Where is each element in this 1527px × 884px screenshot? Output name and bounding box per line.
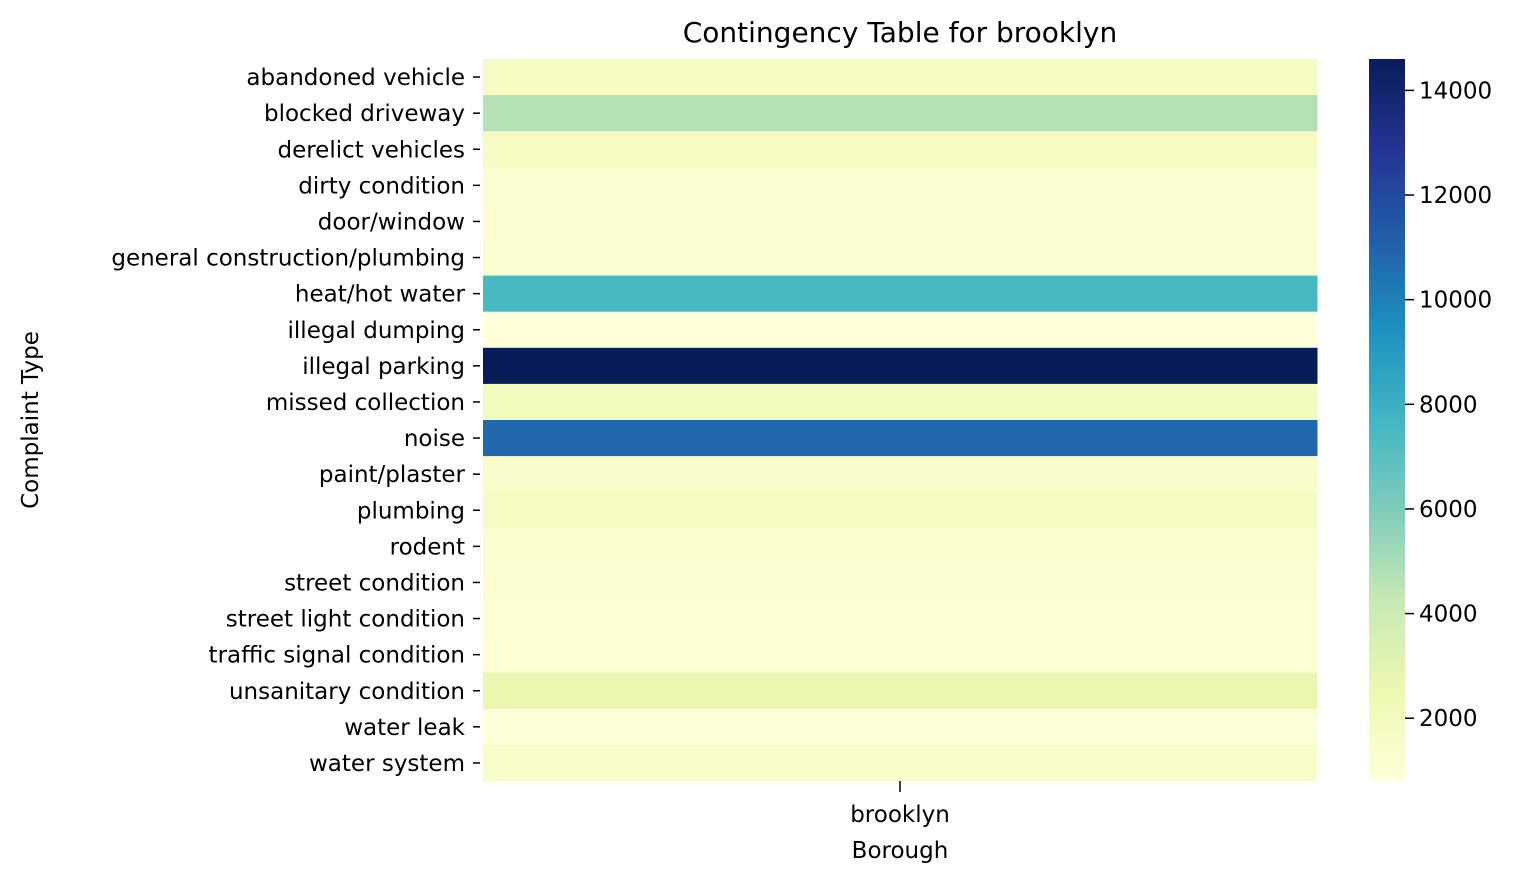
colorbar-ticks: 2000 4000 6000 8000 10000 12000 14000 [1405,78,1492,732]
row-tick-label: noise [404,426,465,452]
row-tick-label: general construction/plumbing [111,246,465,272]
heatmap-cell [483,600,1318,638]
heatmap-cell [483,59,1318,96]
row-tick-label: dirty condition [298,173,465,199]
chart-title: Contingency Table for brooklyn [683,16,1118,49]
row-tick-label: street condition [284,570,465,596]
row-tick-label: water system [309,751,465,777]
row-tick-label: door/window [318,209,465,235]
heatmap-cell [483,95,1318,132]
heatmap-cell [483,708,1318,746]
row-tick-label: derelict vehicles [277,137,465,163]
y-axis-label: Complaint Type [18,331,44,509]
row-tick-labels: abandoned vehicle blocked driveway derelic… [111,65,480,777]
column-tick-label: brooklyn [850,802,950,828]
colorbar [1369,59,1405,781]
heatmap-cells [483,59,1318,782]
heatmap-cell [483,347,1318,385]
row-tick-label: missed collection [266,390,465,416]
colorbar-tick-label: 14000 [1419,78,1492,104]
row-tick-label: rodent [390,534,465,560]
colorbar-tick-label: 4000 [1419,602,1478,628]
heatmap-cell [483,311,1318,349]
heatmap-cell [483,275,1318,313]
row-tick-label: illegal dumping [288,318,465,344]
heatmap-cell [483,528,1318,565]
heatmap-cell [483,239,1318,277]
heatmap-cell [483,167,1318,204]
row-tick-label: unsanitary condition [229,679,465,705]
heatmap-cell [483,744,1318,782]
heatmap-cell [483,492,1318,529]
row-tick-label: illegal parking [302,354,465,380]
colorbar-tick-label: 10000 [1419,288,1492,314]
x-axis-label: Borough [852,838,949,864]
heatmap-cell [483,383,1318,421]
heatmap-cell [483,456,1318,493]
colorbar-tick-label: 8000 [1419,392,1478,418]
row-tick-label: blocked driveway [264,101,465,127]
heatmap-cell [483,672,1318,710]
row-tick-label: street light condition [226,607,465,633]
row-tick-label: abandoned vehicle [246,65,465,91]
colorbar-tick-label: 12000 [1419,183,1492,209]
colorbar-tick-label: 2000 [1419,706,1478,732]
row-tick-label: plumbing [357,498,465,524]
heatmap-cell [483,420,1318,457]
row-tick-label: traffic signal condition [209,643,465,669]
heatmap-cell [483,203,1318,240]
heatmap-cell [483,636,1318,674]
column-tick-labels: brooklyn [850,781,950,828]
row-tick-label: water leak [344,715,465,741]
heatmap-cell [483,131,1318,168]
colorbar-tick-label: 6000 [1419,497,1478,523]
row-tick-label: heat/hot water [295,282,466,308]
row-tick-label: paint/plaster [319,462,466,488]
heatmap-cell [483,564,1318,601]
